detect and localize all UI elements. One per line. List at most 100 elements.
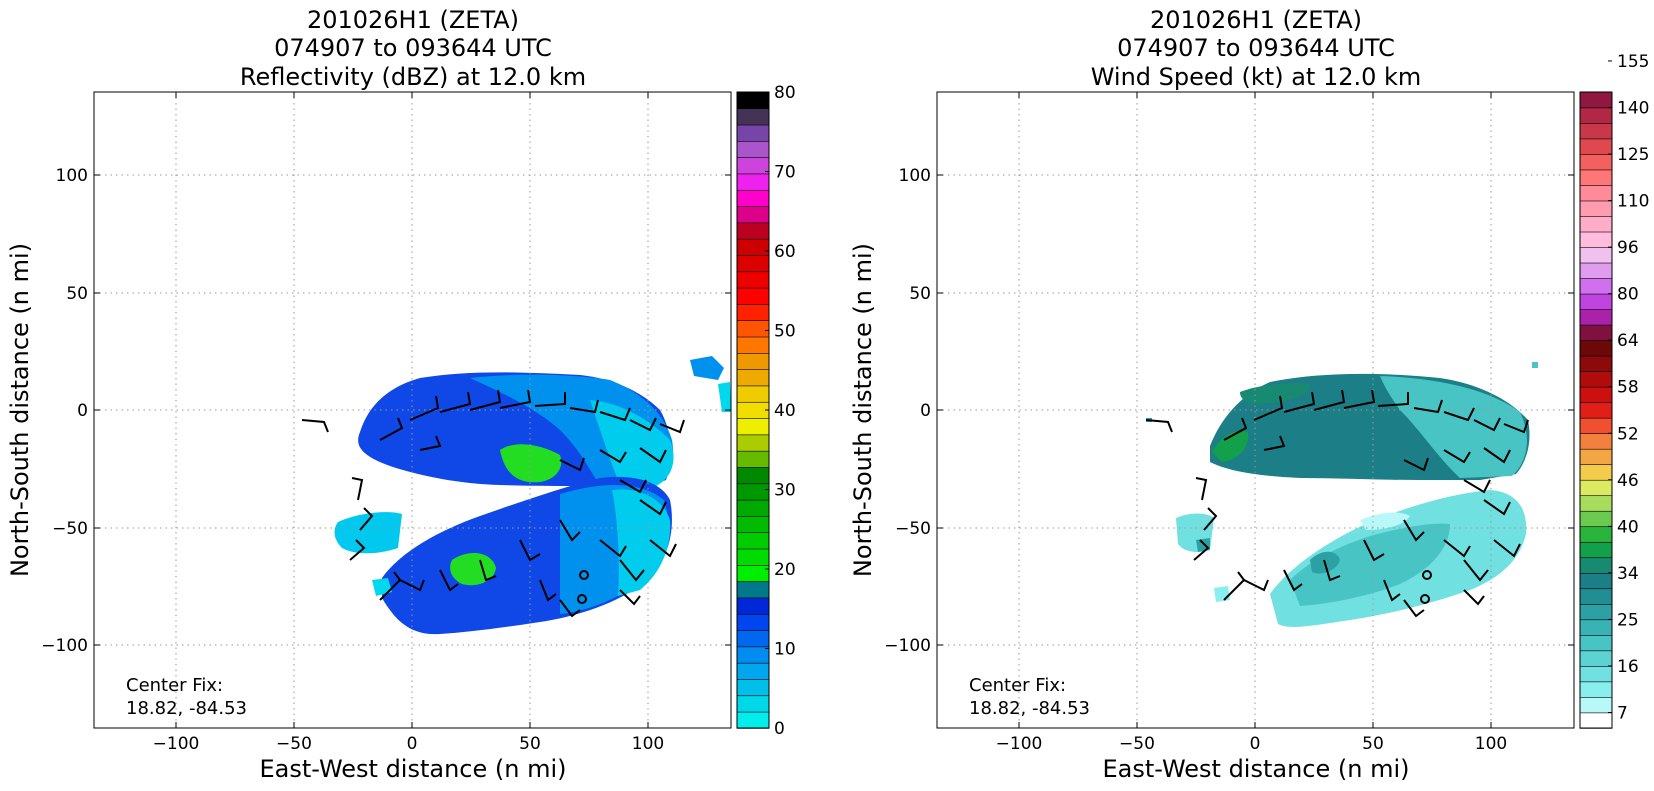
colorbar-segment	[736, 222, 770, 240]
wind-sw-fragment	[1214, 586, 1230, 602]
colorbar-segment	[1579, 231, 1613, 248]
panel2-wind-barbs	[1145, 389, 1529, 618]
panel1-wind-barbs	[301, 389, 685, 618]
colorbar-segment	[1579, 355, 1613, 372]
colorbar-segment	[736, 450, 770, 468]
panel1-ytick-label: −50	[52, 519, 88, 539]
panel1-ytick-label: −100	[41, 636, 88, 656]
colorbar-tick-label: 40	[774, 401, 796, 421]
colorbar-segment	[736, 205, 770, 224]
panel1-plot-area	[94, 92, 731, 728]
reflectivity-panel: 201026H1 (ZETA) 074907 to 093644 UTC Ref…	[6, 6, 796, 783]
colorbar-segment	[736, 613, 770, 631]
colorbar-segment	[1579, 681, 1613, 698]
colorbar-tick-label: 125	[1617, 145, 1649, 165]
colorbar-segment	[736, 564, 770, 582]
reflectivity-field	[334, 356, 731, 635]
panel2-xtick-label: 0	[1250, 734, 1261, 754]
panel2-xtick-label: −100	[996, 734, 1043, 754]
colorbar-segment	[736, 580, 770, 599]
colorbar-segment	[1579, 510, 1613, 528]
panel1-title-line1: 201026H1 (ZETA)	[307, 6, 519, 34]
panel1-xtick-label: −100	[153, 734, 200, 754]
colorbar-segment	[1579, 526, 1613, 543]
reflectivity-north-green	[500, 444, 562, 483]
colorbar-segment	[1579, 541, 1613, 559]
wind-north-dark	[1240, 383, 1310, 404]
colorbar-segment	[1579, 262, 1613, 279]
colorbar-segment	[736, 189, 770, 207]
colorbar-segment	[1579, 293, 1613, 310]
panel2-xtick-label: −50	[1119, 734, 1155, 754]
colorbar-segment	[736, 695, 770, 713]
colorbar-tick-label: 52	[1617, 424, 1639, 444]
colorbar-segment	[736, 271, 770, 289]
colorbar-segment	[736, 646, 770, 664]
colorbar-tick-label: 60	[774, 242, 796, 262]
panel2-calm-circles	[1420, 570, 1432, 604]
colorbar-segment	[736, 368, 770, 387]
colorbar-segment	[736, 629, 770, 648]
panel1-xtick-label: 100	[632, 734, 664, 754]
colorbar-segment	[1579, 386, 1613, 403]
colorbar-tick-label: 25	[1617, 610, 1639, 630]
colorbar-tick-label: 40	[1617, 517, 1639, 537]
panel1-ytick-label: 50	[66, 284, 88, 304]
colorbar-segment	[1579, 308, 1613, 326]
colorbar-segment	[1579, 557, 1613, 574]
colorbar-tick-label: 0	[774, 719, 785, 739]
panel2-title-line1: 201026H1 (ZETA)	[1150, 6, 1362, 34]
reflectivity-ne-fragment	[690, 356, 724, 380]
colorbar-segment	[736, 238, 770, 256]
colorbar-segment	[736, 548, 770, 566]
panel2-ytick-label: 50	[909, 284, 931, 304]
colorbar-segment	[736, 156, 770, 175]
colorbar-segment	[1579, 634, 1613, 652]
wind-speed-panel: 201026H1 (ZETA) 074907 to 093644 UTC Win…	[849, 6, 1649, 783]
colorbar-tick-label: 7	[1617, 703, 1628, 723]
colorbar-tick-label: 155	[1617, 52, 1649, 72]
panel2-ytick-label: 0	[920, 401, 931, 421]
colorbar-segment	[736, 678, 770, 697]
wind-west-fragment-dark	[1196, 538, 1210, 552]
colorbar-segment	[736, 303, 770, 322]
colorbar-segment	[736, 515, 770, 534]
colorbar-segment	[1579, 215, 1613, 233]
colorbar-tick-label: 30	[774, 481, 796, 501]
colorbar-segment	[736, 499, 770, 517]
colorbar-tick-label: 80	[774, 83, 796, 103]
panel1-title-line2: 074907 to 093644 UTC	[274, 34, 552, 62]
panel1-xtick-label: 0	[407, 734, 418, 754]
panel2-y-axis-label: North-South distance (n mi)	[849, 243, 877, 577]
colorbar-segment	[1579, 619, 1613, 636]
panel2-center-fix-value: 18.82, -84.53	[969, 698, 1090, 719]
colorbar-segment	[1579, 277, 1613, 295]
colorbar-segment	[736, 483, 770, 501]
panel1-ytick-label: 0	[77, 401, 88, 421]
colorbar-segment	[1579, 200, 1613, 217]
colorbar-segment	[736, 140, 770, 158]
wind-speed-colorbar: 7 16 25 34 40 46 52 58 64 80 96 110 125 140 155	[1579, 52, 1649, 729]
panel2-title-line2: 074907 to 093644 UTC	[1117, 34, 1395, 62]
panel1-xtick-label: 50	[519, 734, 541, 754]
panel1-center-fix-label: Center Fix:	[126, 675, 223, 696]
colorbar-segment	[1579, 479, 1613, 497]
colorbar-segment	[736, 662, 770, 680]
colorbar-segment	[1579, 572, 1613, 590]
colorbar-segment	[1579, 91, 1613, 109]
panel2-x-axis-label: East-West distance (n mi)	[1102, 755, 1409, 783]
wind-north-green	[1212, 430, 1249, 462]
colorbar-segment	[736, 385, 770, 403]
colorbar-segment	[736, 711, 770, 729]
colorbar-segment	[736, 91, 770, 110]
reflectivity-colorbar: 0 10 20 30 40 50 60 70 80	[736, 83, 796, 739]
colorbar-segment	[736, 417, 770, 436]
colorbar-segment	[736, 108, 770, 126]
colorbar-segment	[736, 336, 770, 354]
reflectivity-north-cyan	[590, 400, 674, 486]
colorbar-segment	[1579, 432, 1613, 450]
panel1-calm-circles	[577, 570, 589, 604]
panel1-xtick-label: −50	[276, 734, 312, 754]
colorbar-segment	[1579, 588, 1613, 605]
